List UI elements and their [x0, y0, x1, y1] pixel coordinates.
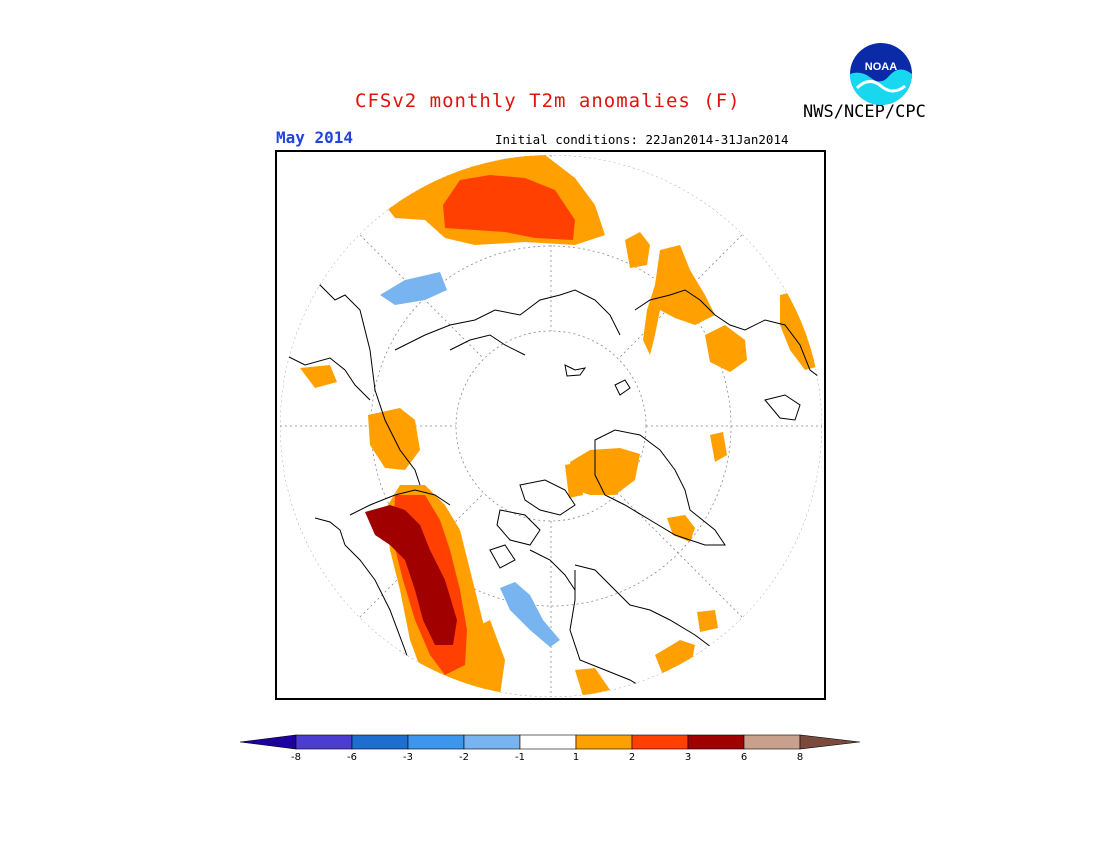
colorbar-cell	[519, 734, 577, 750]
colorbar-tick: -6	[347, 752, 357, 763]
colorbar-tick: 1	[572, 752, 580, 763]
colorbar-tick: 6	[740, 752, 748, 763]
colorbar-cell	[743, 734, 801, 750]
colorbar-cell	[463, 734, 521, 750]
colorbar-arrow-high	[799, 734, 861, 750]
coastlines	[284, 284, 822, 696]
colorbar-cells	[239, 734, 861, 750]
cool-anomaly-kamchatka	[380, 272, 447, 305]
map-title: CFSv2 monthly T2m anomalies (F)	[355, 90, 741, 112]
colorbar-cell	[407, 734, 465, 750]
very-hot-anomaly-western-na	[365, 505, 457, 645]
colorbar-tick: 2	[628, 752, 636, 763]
colorbar-cell	[295, 734, 353, 750]
hot-anomaly-north-pacific	[443, 175, 575, 240]
colorbar-tick: 3	[684, 752, 692, 763]
initial-conditions: Initial conditions: 22Jan2014-31Jan2014	[495, 132, 789, 147]
warm-anomaly-east-russia	[625, 232, 650, 268]
colorbar-arrow-low	[239, 734, 297, 750]
polar-anomaly-map	[275, 150, 826, 700]
colorbar	[239, 734, 861, 750]
colorbar-tick: -2	[459, 752, 469, 763]
colorbar-cell	[687, 734, 745, 750]
agency-label: NWS/NCEP/CPC	[803, 102, 926, 122]
forecast-month: May 2014	[276, 128, 354, 147]
svg-text:NOAA: NOAA	[865, 61, 897, 73]
colorbar-cell	[631, 734, 689, 750]
anomaly-fields	[300, 155, 822, 696]
colorbar-cell	[575, 734, 633, 750]
cool-anomaly-central-na	[500, 582, 560, 647]
colorbar-cell	[351, 734, 409, 750]
noaa-logo-icon: NOAA	[850, 43, 912, 105]
colorbar-tick: -1	[515, 752, 525, 763]
colorbar-tick: -3	[403, 752, 413, 763]
colorbar-tick: 8	[796, 752, 804, 763]
colorbar-tick: -8	[291, 752, 301, 763]
